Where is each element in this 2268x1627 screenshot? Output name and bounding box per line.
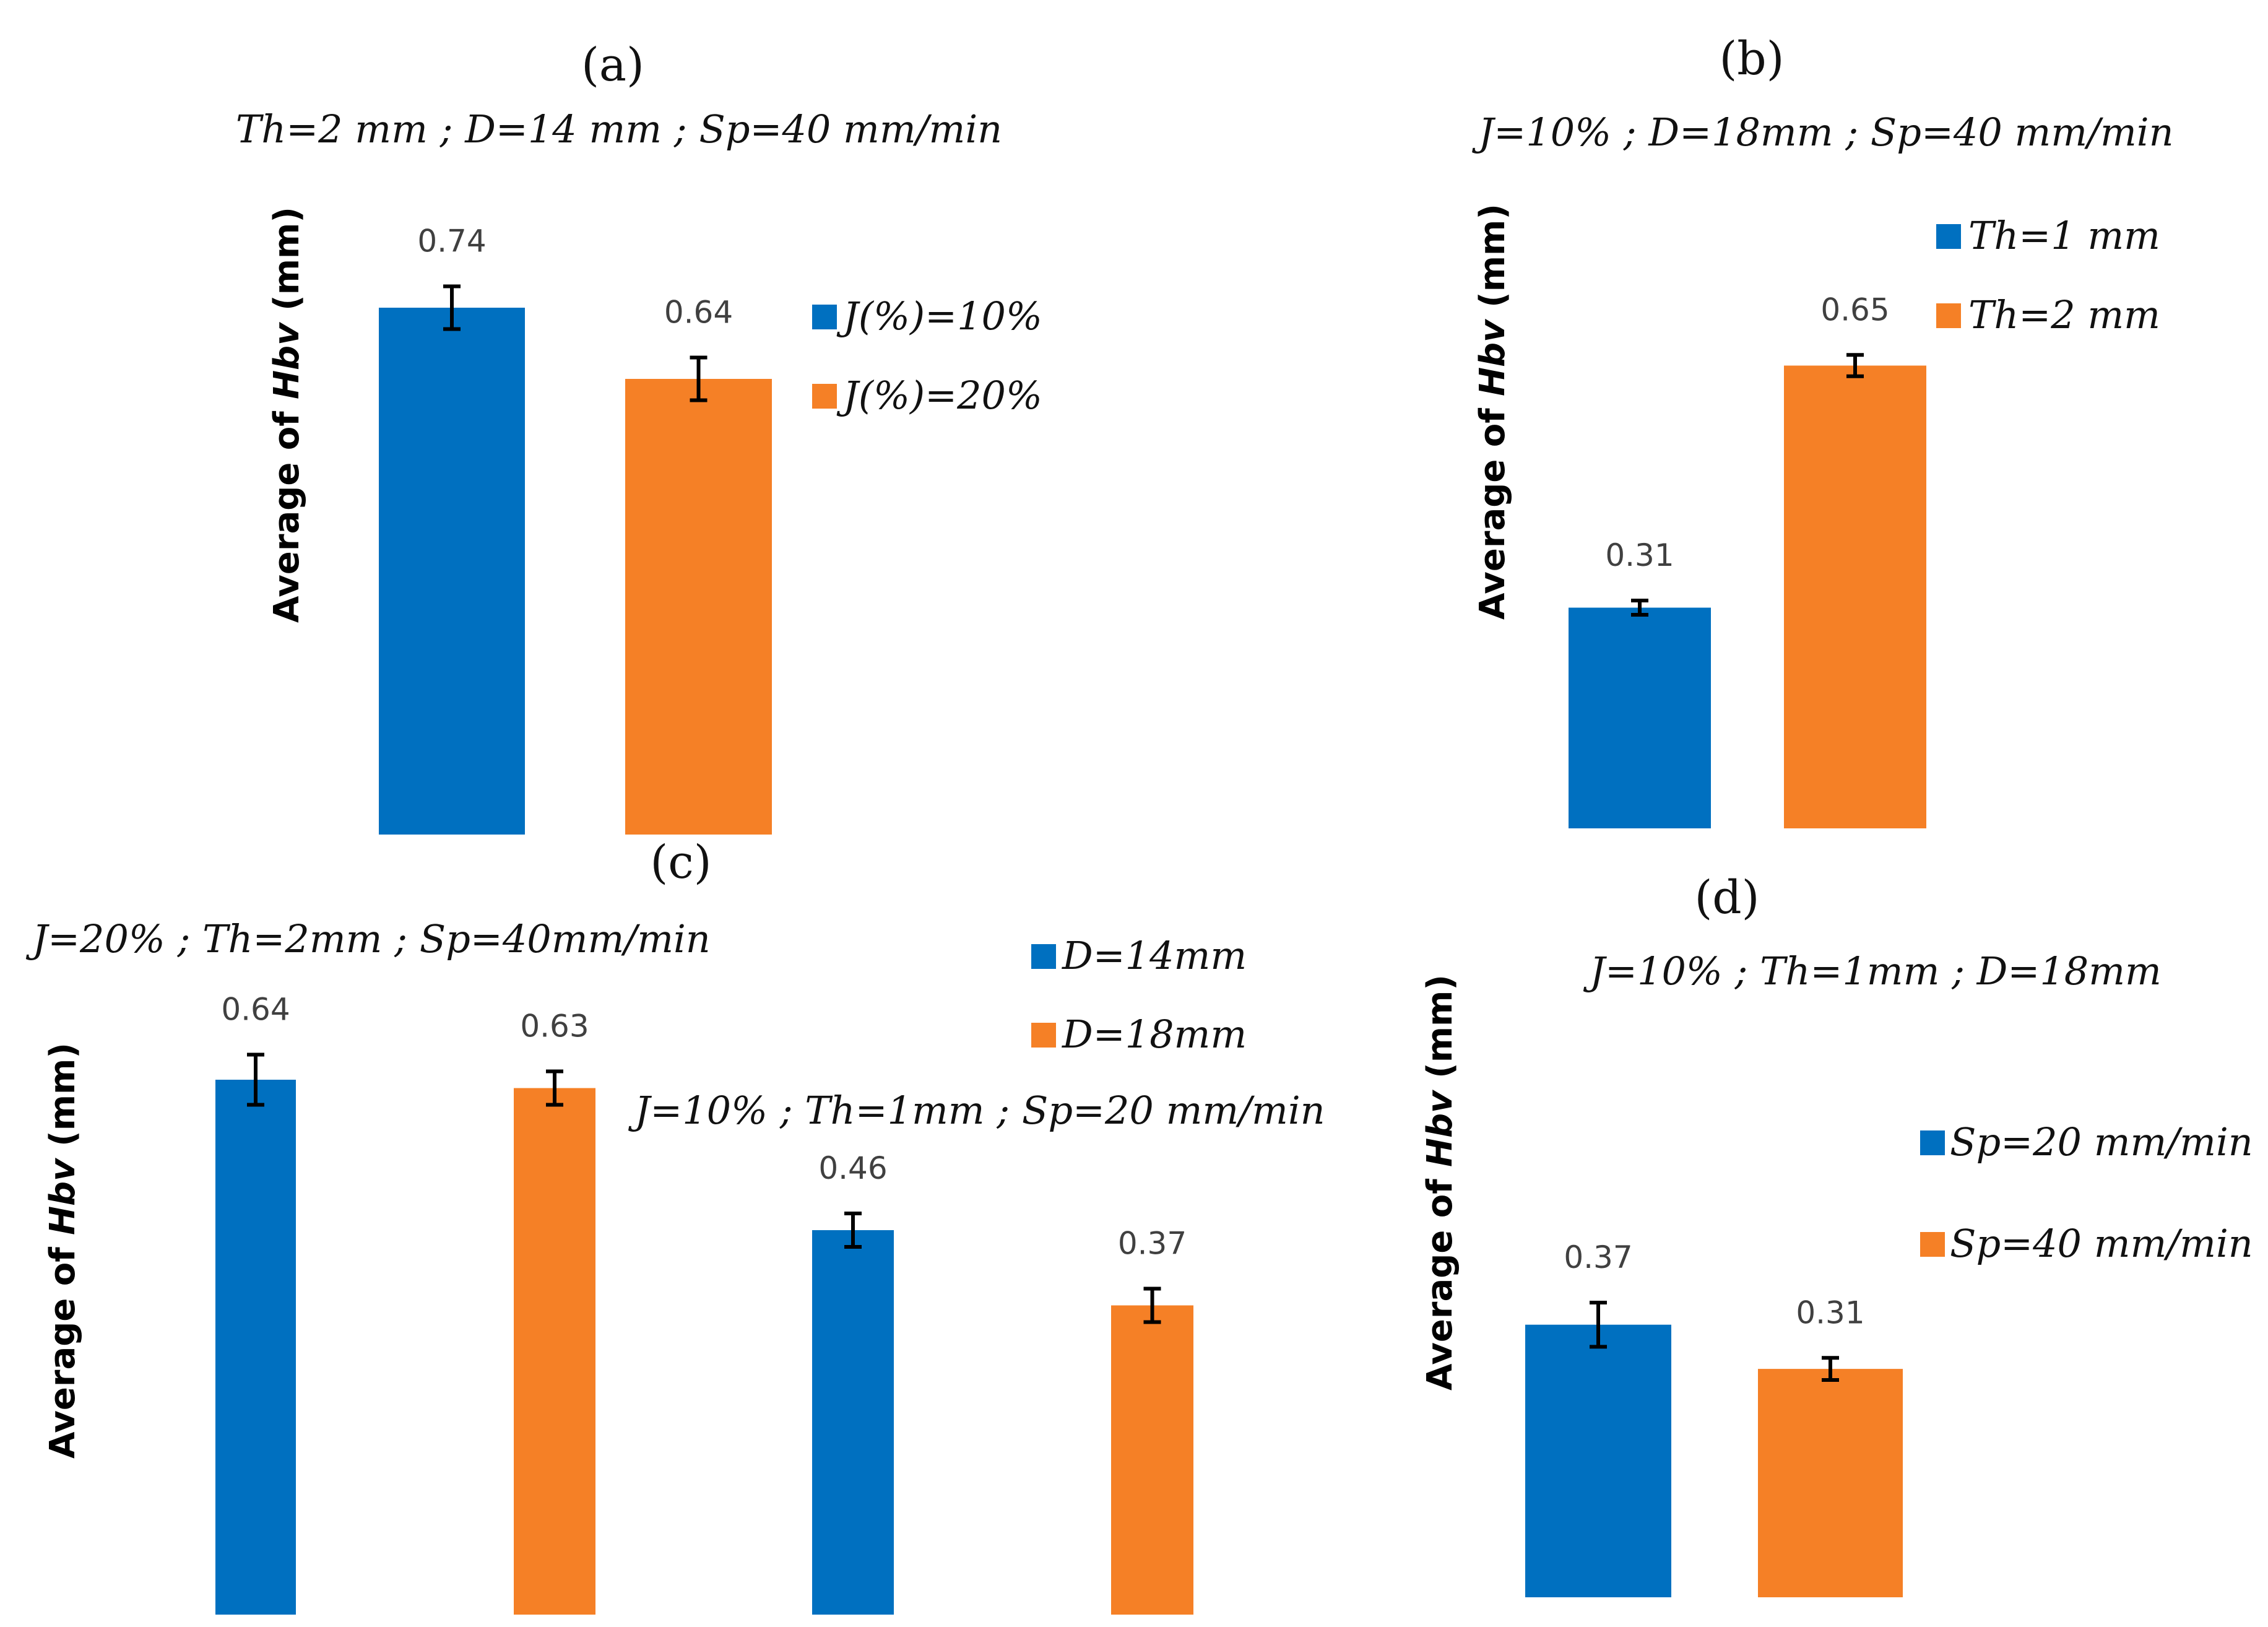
panel-d-bars: 0.37 0.31 [1525, 1239, 1903, 1597]
panel-d-subtitle: J=10% ; Th=1mm ; D=18mm [1583, 948, 2162, 994]
bar-c-1-1 [1111, 1305, 1193, 1615]
panel-a: (a) Th=2 mm ; D=14 mm ; Sp=40 mm/min Ave… [236, 38, 1042, 835]
value-label-b-1-0: 0.65 [1820, 292, 1889, 328]
panel-d-legend: Sp=20 mm/min Sp=40 mm/min [1920, 1119, 2253, 1266]
panel-a-subtitle: Th=2 mm ; D=14 mm ; Sp=40 mm/min [236, 106, 1002, 152]
panel-c-subtitle-2: J=10% ; Th=1mm ; Sp=20 mm/min [628, 1088, 1325, 1133]
legend-swatch-a-1 [812, 384, 837, 409]
error-bar-b-0-0 [1631, 599, 1648, 617]
error-bar-d-0-0 [1590, 1301, 1607, 1349]
panel-b-legend: Th=1 mm Th=2 mm [1936, 213, 2160, 337]
legend-label-c-1: D=18mm [1062, 1012, 1247, 1057]
legend-label-d-1: Sp=40 mm/min [1950, 1221, 2253, 1266]
error-bar-c-1-0 [546, 1069, 563, 1107]
panel-b-subtitle: J=10% ; D=18mm ; Sp=40 mm/min [1471, 110, 2173, 155]
panel-c-subtitle: J=20% ; Th=2mm ; Sp=40mm/min [25, 916, 711, 961]
error-bar-c-1-1 [1143, 1286, 1161, 1324]
bar-d-0-0 [1525, 1324, 1671, 1597]
legend-swatch-d-1 [1920, 1232, 1945, 1257]
legend-swatch-d-0 [1920, 1130, 1945, 1155]
panel-a-label: (a) [581, 38, 644, 92]
legend-swatch-b-0 [1936, 224, 1961, 249]
bar-b-1-0 [1784, 365, 1926, 828]
bar-c-1-0 [514, 1088, 595, 1615]
error-bar-c-0-1 [844, 1212, 862, 1249]
value-label-c-1-0: 0.63 [520, 1009, 589, 1044]
value-label-a-0-0: 0.74 [417, 223, 486, 259]
bar-d-1-0 [1758, 1369, 1903, 1597]
panel-a-bars: 0.74 0.64 [379, 223, 772, 835]
error-bar-d-1-0 [1822, 1356, 1839, 1382]
legend-swatch-b-1 [1936, 303, 1961, 328]
bar-c-0-1 [812, 1230, 894, 1615]
error-bar-a-1-0 [690, 355, 708, 402]
legend-swatch-c-0 [1031, 944, 1056, 969]
value-label-a-1-0: 0.64 [664, 295, 733, 331]
legend-label-a-1: J(%)=20% [836, 373, 1042, 418]
legend-label-a-0: J(%)=10% [836, 293, 1042, 339]
legend-label-b-0: Th=1 mm [1968, 213, 2160, 258]
panel-d: (d) J=10% ; Th=1mm ; D=18mm Average of H… [1420, 871, 2253, 1597]
panel-b: (b) J=10% ; D=18mm ; Sp=40 mm/min Averag… [1471, 32, 2174, 828]
panel-c-y-axis-label: Average of Hbv (mm) [43, 1043, 83, 1459]
value-label-d-0-0: 0.37 [1564, 1239, 1632, 1275]
legend-label-b-1: Th=2 mm [1968, 292, 2160, 337]
panel-b-label: (b) [1719, 32, 1784, 85]
panel-c: (c) J=20% ; Th=2mm ; Sp=40mm/min J=10% ;… [25, 836, 1325, 1615]
panel-d-label: (d) [1694, 871, 1759, 924]
error-bar-a-0-0 [443, 284, 461, 331]
panel-b-bars: 0.31 0.65 [1569, 292, 1926, 828]
legend-swatch-a-0 [812, 305, 837, 329]
bar-b-0-0 [1569, 607, 1711, 828]
legend-label-d-0: Sp=20 mm/min [1950, 1119, 2253, 1165]
value-label-c-1-1: 0.37 [1118, 1226, 1187, 1262]
error-bar-b-1-0 [1846, 353, 1864, 378]
bar-c-0-0 [215, 1080, 296, 1615]
bar-a-1-0 [625, 379, 772, 835]
bar-a-0-0 [379, 308, 525, 835]
panel-a-legend: J(%)=10% J(%)=20% [812, 293, 1042, 418]
legend-label-c-0: D=14mm [1062, 933, 1247, 978]
value-label-c-0-1: 0.46 [818, 1150, 887, 1186]
panel-c-legend: D=14mm D=18mm [1031, 933, 1247, 1057]
value-label-c-0-0: 0.64 [221, 992, 290, 1028]
value-label-b-0-0: 0.31 [1605, 537, 1674, 573]
panel-a-y-axis-label: Average of Hbv (mm) [267, 207, 307, 623]
value-label-d-1-0: 0.31 [1796, 1295, 1864, 1330]
legend-swatch-c-1 [1031, 1023, 1056, 1048]
panel-d-y-axis-label: Average of Hbv (mm) [1420, 974, 1460, 1391]
panel-b-y-axis-label: Average of Hbv (mm) [1473, 204, 1513, 620]
error-bar-c-0-0 [247, 1052, 264, 1107]
panel-c-bars: 0.64 0.63 0.46 0.37 [215, 992, 1193, 1615]
panel-c-label: (c) [650, 836, 711, 889]
